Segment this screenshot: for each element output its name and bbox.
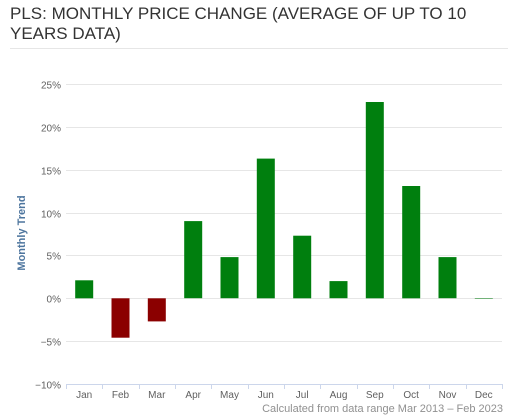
x-tick-label: Nov: [439, 390, 457, 401]
x-tick-label: Oct: [403, 390, 419, 401]
data-range-footnote: Calculated from data range Mar 2013 – Fe…: [262, 403, 503, 415]
gridlines: [66, 84, 502, 385]
title-divider: [10, 48, 508, 49]
x-tick-label: Jul: [296, 390, 309, 401]
x-tick-label: Apr: [185, 390, 201, 401]
y-axis-label: Monthly Trend: [16, 195, 28, 270]
bar-jan[interactable]: [75, 280, 94, 299]
chart-title: PLS: MONTHLY PRICE CHANGE (AVERAGE OF UP…: [10, 4, 467, 43]
y-tick-label: 5%: [47, 252, 62, 263]
bar-nov[interactable]: [438, 257, 457, 299]
y-axis-ticks: −10% −5% 0% 5% 10% 15% 20% 25%: [35, 81, 61, 392]
y-tick-label: −10%: [35, 381, 61, 392]
bar-jun[interactable]: [256, 158, 275, 299]
y-tick-label: 25%: [41, 81, 61, 92]
bar-feb[interactable]: [111, 298, 130, 338]
y-tick-label: 0%: [47, 295, 62, 306]
x-tick-label: Mar: [148, 390, 166, 401]
x-tick-label: Jan: [76, 390, 92, 401]
bars: [75, 102, 493, 338]
bar-apr[interactable]: [184, 221, 203, 299]
x-tick-label: Feb: [112, 390, 130, 401]
bar-oct[interactable]: [402, 186, 421, 299]
bar-sep[interactable]: [365, 102, 384, 299]
y-tick-label: 20%: [41, 124, 61, 135]
x-tick-label: Sep: [366, 390, 384, 401]
y-tick-label: −5%: [41, 338, 61, 349]
bar-aug[interactable]: [329, 281, 348, 299]
bar-dec[interactable]: [474, 298, 493, 299]
x-tick-label: Aug: [330, 390, 348, 401]
bar-mar[interactable]: [147, 298, 166, 322]
bar-may[interactable]: [220, 257, 239, 299]
x-axis-ticks: Jan Feb Mar Apr May Jun Jul Aug Sep Oct Nov Dec: [66, 384, 503, 401]
y-tick-label: 10%: [41, 210, 61, 221]
x-tick-label: Dec: [475, 390, 493, 401]
x-tick-label: May: [220, 390, 239, 401]
y-tick-label: 15%: [41, 167, 61, 178]
bar-jul[interactable]: [293, 235, 312, 299]
x-tick-label: Jun: [258, 390, 274, 401]
